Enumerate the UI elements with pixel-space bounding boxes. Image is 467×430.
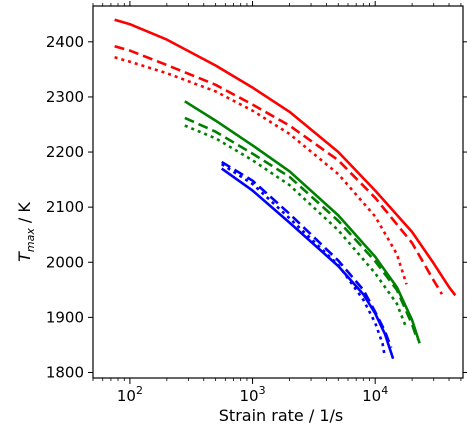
series-line-6-dotted <box>184 124 408 329</box>
y-tick-label-1800: 1800 <box>46 363 84 381</box>
y-tick-label-1900: 1900 <box>46 308 84 326</box>
y-axis-label-main: T <box>15 251 34 262</box>
x-tick-label-10000: 104 <box>362 384 388 405</box>
y-tick-label-2300: 2300 <box>46 88 84 106</box>
series-line-2-dashed <box>114 44 444 295</box>
series-line-7-solid <box>220 167 395 360</box>
x-axis-label: Strain rate / 1/s <box>219 406 343 425</box>
series-layer <box>114 18 457 360</box>
x-tick-label-100: 102 <box>117 384 143 405</box>
series-line-9-dotted <box>220 163 387 358</box>
series-line-1-solid <box>114 18 457 297</box>
plot-frame <box>92 5 464 379</box>
y-axis-label: Tmax / K <box>15 202 37 262</box>
y-axis-label-unit: / K <box>15 202 34 229</box>
series-line-4-solid <box>184 100 421 344</box>
axes-layer: 1800 1900 2000 2100 2200 2300 2400 102 103 104 <box>46 1 467 405</box>
series-line-5-dashed <box>184 116 419 340</box>
y-tick-label-2100: 2100 <box>46 198 84 216</box>
series-line-3-dotted <box>114 56 408 285</box>
y-tick-label-2400: 2400 <box>46 33 84 51</box>
y-tick-label-2000: 2000 <box>46 253 84 271</box>
series-line-8-dashed <box>221 160 393 349</box>
y-tick-label-2200: 2200 <box>46 143 84 161</box>
x-tick-label-1000: 103 <box>240 384 266 405</box>
y-axis-label-subscript: max <box>24 228 37 252</box>
